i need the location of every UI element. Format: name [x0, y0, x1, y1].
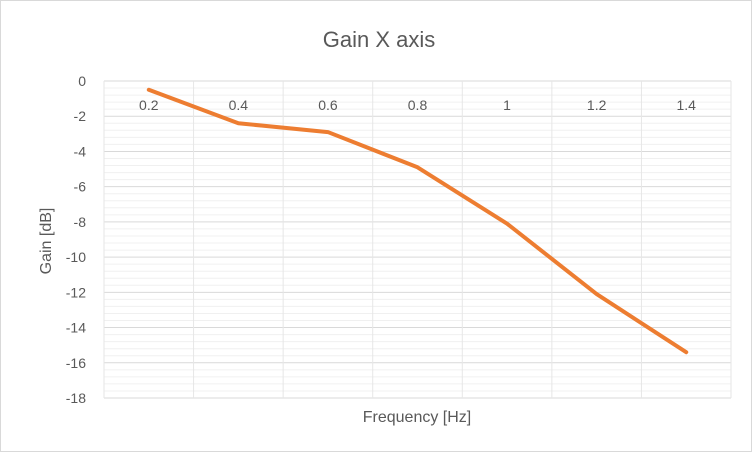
- x-tick-label: 0.4: [229, 97, 249, 113]
- chart-title: Gain X axis: [323, 27, 436, 52]
- x-tick-label: 0.8: [408, 97, 428, 113]
- y-axis-title: Gain [dB]: [38, 208, 55, 275]
- x-tick-label: 1.4: [676, 97, 696, 113]
- y-tick-label: 0: [78, 73, 86, 89]
- y-tick-label: -16: [66, 355, 86, 371]
- gridlines: [103, 80, 732, 399]
- y-tick-label: -8: [74, 214, 87, 230]
- series-line: [146, 87, 689, 355]
- y-tick-label: -10: [66, 249, 86, 265]
- y-tick-label: -18: [66, 390, 86, 406]
- y-tick-label: -14: [66, 320, 86, 336]
- x-tick-label: 1: [503, 97, 511, 113]
- y-tick-label: -2: [74, 108, 87, 124]
- x-axis-title: Frequency [Hz]: [363, 409, 471, 426]
- x-tick-label: 0.2: [139, 97, 159, 113]
- y-tick-label: -6: [74, 179, 87, 195]
- x-tick-label: 1.2: [587, 97, 607, 113]
- x-axis-tick-labels: 0.2 0.4 0.6 0.8 1 1.2 1.4: [139, 97, 696, 113]
- y-tick-label: -12: [66, 284, 86, 300]
- y-axis-tick-labels: 0 -2 -4 -6 -8 -10 -12 -14 -16 -18: [66, 73, 86, 406]
- y-tick-label: -4: [74, 143, 87, 159]
- x-tick-label: 0.6: [318, 97, 338, 113]
- series-layer: [146, 87, 689, 355]
